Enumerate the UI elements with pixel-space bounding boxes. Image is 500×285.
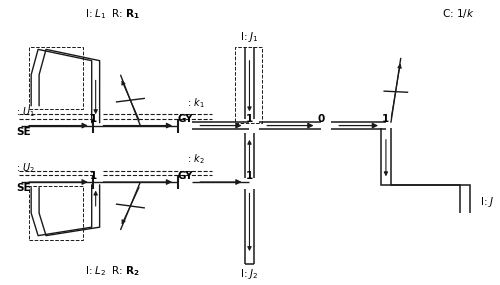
Text: R: $\mathbf{R_2}$: R: $\mathbf{R_2}$ <box>110 264 139 278</box>
Text: C: $\mathit{1/k}$: C: $\mathit{1/k}$ <box>442 7 474 20</box>
Text: R: $\mathbf{R_1}$: R: $\mathbf{R_1}$ <box>110 7 139 21</box>
Text: GY: GY <box>177 114 193 124</box>
Text: : $\mathit{k_1}$: : $\mathit{k_1}$ <box>188 96 205 110</box>
Text: I: $\mathit{J}$: I: $\mathit{J}$ <box>480 195 495 209</box>
Text: I: $\mathit{L_2}$: I: $\mathit{L_2}$ <box>85 264 106 278</box>
Text: : $\mathit{k_2}$: : $\mathit{k_2}$ <box>188 153 205 166</box>
Text: 0: 0 <box>318 114 325 124</box>
Text: SE: SE <box>16 184 31 194</box>
Bar <box>28 186 84 240</box>
Bar <box>28 46 84 109</box>
Text: : $\mathit{U_1}$: : $\mathit{U_1}$ <box>16 105 36 119</box>
Text: I: $\mathit{J_2}$: I: $\mathit{J_2}$ <box>240 267 259 281</box>
Text: : $\mathit{U_2}$: : $\mathit{U_2}$ <box>16 161 36 175</box>
Text: GY: GY <box>177 171 193 181</box>
Text: I: $\mathit{J_1}$: I: $\mathit{J_1}$ <box>240 30 259 44</box>
Bar <box>234 46 262 123</box>
Text: I: $\mathit{L_1}$: I: $\mathit{L_1}$ <box>85 7 106 21</box>
Text: SE: SE <box>16 127 31 137</box>
Text: 1: 1 <box>382 114 390 124</box>
Text: 1: 1 <box>90 114 97 124</box>
Text: 1: 1 <box>90 171 97 181</box>
Text: 1: 1 <box>246 114 253 124</box>
Text: 1: 1 <box>246 171 253 181</box>
